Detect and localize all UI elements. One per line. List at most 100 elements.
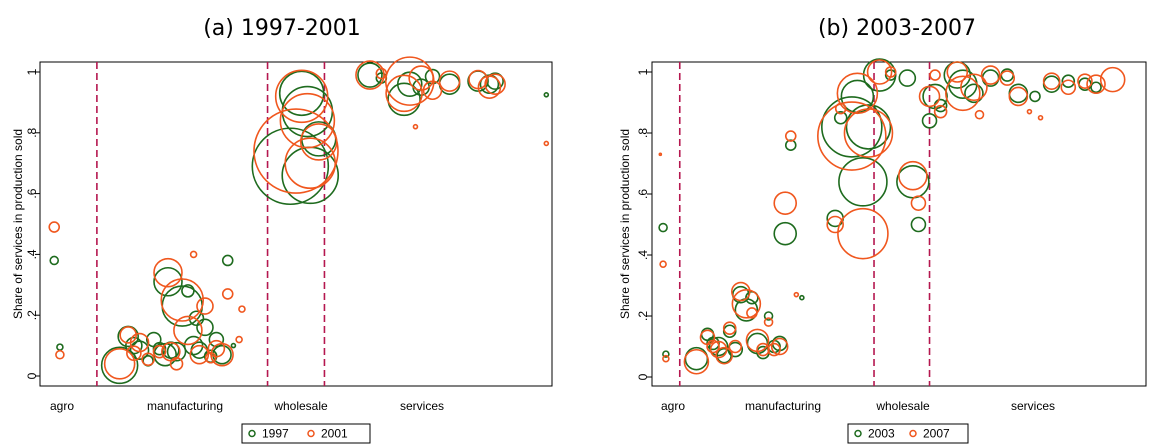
y-tick-label: .4	[25, 249, 39, 259]
x-category-label: manufacturing	[147, 399, 223, 413]
data-point	[153, 266, 183, 297]
data-point	[722, 321, 737, 336]
data-point	[235, 335, 243, 344]
data-point	[153, 257, 183, 288]
data-point	[125, 336, 143, 355]
data-point	[1086, 74, 1106, 94]
data-point	[731, 281, 751, 302]
data-point	[422, 80, 443, 101]
plot-area	[651, 61, 1147, 387]
y-axis-label: Share of services in production sold	[11, 129, 25, 319]
data-point	[129, 332, 150, 353]
data-point	[279, 92, 336, 149]
data-point	[357, 62, 383, 88]
data-point	[960, 73, 988, 102]
y-tick-label: .8	[636, 128, 650, 138]
data-point	[387, 82, 421, 117]
data-point	[921, 113, 938, 129]
legend-label: 2001	[321, 427, 348, 441]
legend-box	[241, 423, 371, 444]
data-point	[181, 284, 195, 298]
data-point	[100, 346, 139, 385]
legend-label: 1997	[262, 427, 289, 441]
data-point	[1060, 79, 1077, 96]
data-point	[793, 291, 800, 298]
data-point	[196, 297, 214, 315]
legend-label: 2007	[923, 427, 950, 441]
data-point	[731, 288, 762, 319]
data-point	[826, 215, 844, 234]
data-point	[784, 130, 797, 142]
data-point	[999, 70, 1016, 86]
data-point	[196, 318, 214, 337]
data-point	[659, 260, 667, 268]
data-point	[896, 165, 930, 199]
y-tick-label: .6	[636, 189, 650, 199]
data-point	[838, 157, 888, 207]
chart-title: (a) 1997-2001	[203, 16, 361, 41]
data-point	[708, 336, 729, 357]
legend-marker	[854, 429, 862, 438]
legend-marker	[909, 429, 917, 438]
data-point	[284, 137, 337, 189]
legend-marker	[248, 429, 256, 438]
chart-b: (b) 2003-2007 Share of services in produc…	[618, 16, 1147, 444]
data-point	[658, 222, 668, 233]
data-point	[1029, 90, 1041, 103]
data-point	[1077, 73, 1093, 89]
data-point	[974, 109, 985, 120]
y-tick-label: 1	[636, 68, 650, 75]
data-point	[141, 352, 155, 367]
data-point	[129, 340, 150, 360]
data-point	[408, 65, 434, 91]
chart-a: (a) 1997-2001 Share of services in produc…	[11, 16, 553, 444]
data-point	[207, 339, 226, 358]
data-point	[251, 127, 330, 206]
data-point	[543, 92, 550, 98]
data-point	[160, 278, 205, 322]
data-point	[706, 339, 720, 354]
legend-box	[847, 423, 969, 444]
data-point	[836, 72, 879, 115]
legend: 1997 2001	[241, 423, 371, 444]
data-point	[299, 123, 338, 161]
data-point	[933, 104, 948, 119]
chart-title: (b) 2003-2007	[818, 16, 976, 41]
panel-b: (b) 2003-2007 Share of services in produc…	[605, 0, 1151, 444]
data-point	[945, 75, 981, 112]
y-tick-label: 0	[636, 373, 650, 380]
data-point	[833, 110, 848, 125]
data-point	[784, 139, 797, 151]
data-point	[412, 123, 419, 130]
data-point	[274, 69, 329, 124]
data-point	[910, 195, 927, 211]
data-point	[767, 342, 781, 357]
x-category-label: services	[1011, 399, 1055, 413]
data-point	[658, 152, 663, 157]
data-point	[884, 66, 897, 78]
data-point	[484, 73, 506, 95]
data-point	[799, 294, 805, 301]
data-point	[817, 101, 887, 171]
data-point	[1026, 108, 1033, 115]
data-point	[837, 207, 889, 260]
data-point	[253, 108, 339, 194]
data-point	[438, 70, 461, 92]
y-tick-label: 0	[25, 372, 39, 379]
data-point	[355, 60, 385, 90]
data-point	[722, 324, 737, 339]
data-point	[1037, 114, 1044, 121]
data-point	[756, 342, 770, 357]
data-point	[683, 348, 710, 375]
data-point	[152, 344, 167, 359]
data-point	[946, 61, 969, 83]
data-point	[56, 343, 64, 351]
data-point	[980, 65, 1001, 85]
data-point	[898, 160, 928, 191]
data-point	[709, 340, 728, 359]
data-point	[173, 315, 203, 346]
data-point	[728, 339, 743, 354]
x-category-label: manufacturing	[745, 399, 821, 413]
data-point	[845, 104, 892, 150]
data-point	[910, 216, 927, 233]
